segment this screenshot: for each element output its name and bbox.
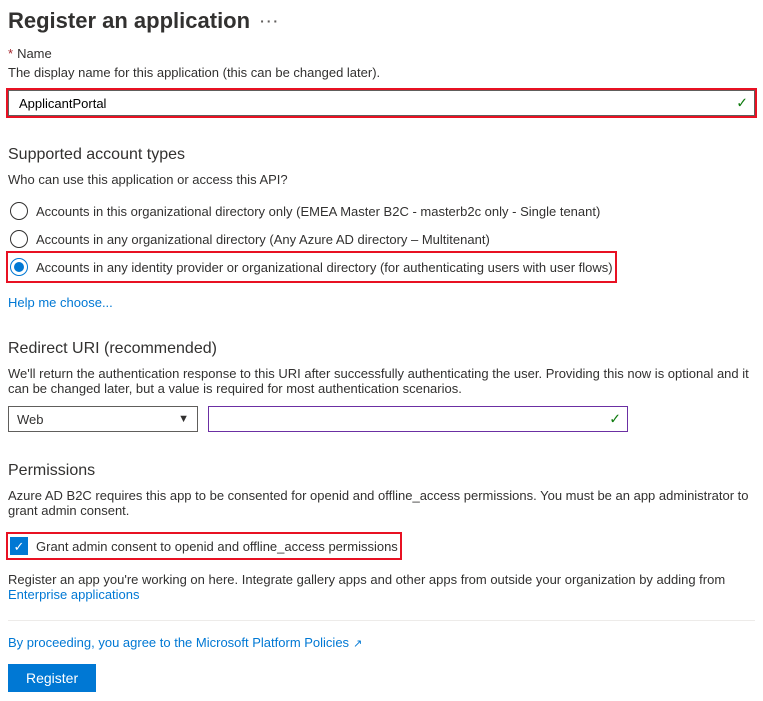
policy-text: By proceeding, you agree to the Microsof… (8, 635, 349, 650)
redirect-title: Redirect URI (recommended) (8, 340, 755, 358)
account-types-title: Supported account types (8, 146, 755, 164)
redirect-uri-input[interactable] (217, 411, 601, 428)
chevron-down-icon: ▼ (178, 413, 189, 425)
redirect-uri-input-wrap[interactable]: ✓ (208, 406, 628, 432)
page-title: Register an application ··· (8, 8, 755, 34)
check-icon: ✓ (736, 95, 748, 112)
redirect-row: Web ▼ ✓ (8, 406, 755, 432)
radio-label: Accounts in any organizational directory… (36, 232, 490, 247)
radio-icon (10, 202, 28, 220)
account-types-radios: Accounts in this organizational director… (8, 197, 755, 281)
platform-select[interactable]: Web ▼ (8, 406, 198, 432)
divider (8, 620, 755, 621)
enterprise-apps-link[interactable]: Enterprise applications (8, 587, 140, 602)
checkmark-icon: ✓ (14, 540, 25, 553)
platform-policies-link[interactable]: By proceeding, you agree to the Microsof… (8, 635, 362, 650)
name-label: * Name (8, 46, 755, 61)
page-title-text: Register an application (8, 8, 250, 34)
name-label-text: Name (17, 46, 52, 61)
name-input[interactable] (17, 95, 728, 112)
radio-icon (10, 230, 28, 248)
check-icon: ✓ (609, 411, 621, 428)
register-button[interactable]: Register (8, 664, 96, 692)
redirect-help: We'll return the authentication response… (8, 366, 755, 396)
enterprise-note: Register an app you're working on here. … (8, 572, 755, 602)
enterprise-note-text: Register an app you're working on here. … (8, 572, 725, 587)
radio-label: Accounts in this organizational director… (36, 204, 600, 219)
required-asterisk: * (8, 46, 13, 61)
external-link-icon: ↗ (353, 638, 362, 650)
account-types-help: Who can use this application or access t… (8, 172, 755, 187)
help-me-choose-link[interactable]: Help me choose... (8, 295, 113, 310)
admin-consent-checkbox-row[interactable]: ✓ Grant admin consent to openid and offl… (8, 534, 400, 558)
admin-consent-label: Grant admin consent to openid and offlin… (36, 539, 398, 554)
permissions-title: Permissions (8, 462, 755, 480)
checkbox-icon: ✓ (10, 537, 28, 555)
platform-value: Web (17, 412, 44, 427)
radio-label: Accounts in any identity provider or org… (36, 260, 613, 275)
name-input-wrap[interactable]: ✓ (8, 90, 755, 116)
radio-icon (10, 258, 28, 276)
radio-option-0[interactable]: Accounts in this organizational director… (8, 197, 755, 225)
more-icon[interactable]: ··· (260, 13, 280, 29)
radio-option-2[interactable]: Accounts in any identity provider or org… (8, 253, 615, 281)
policy-row: By proceeding, you agree to the Microsof… (8, 635, 755, 650)
radio-option-1[interactable]: Accounts in any organizational directory… (8, 225, 755, 253)
radio-dot-icon (14, 262, 24, 272)
name-help: The display name for this application (t… (8, 65, 755, 80)
permissions-help: Azure AD B2C requires this app to be con… (8, 488, 755, 518)
